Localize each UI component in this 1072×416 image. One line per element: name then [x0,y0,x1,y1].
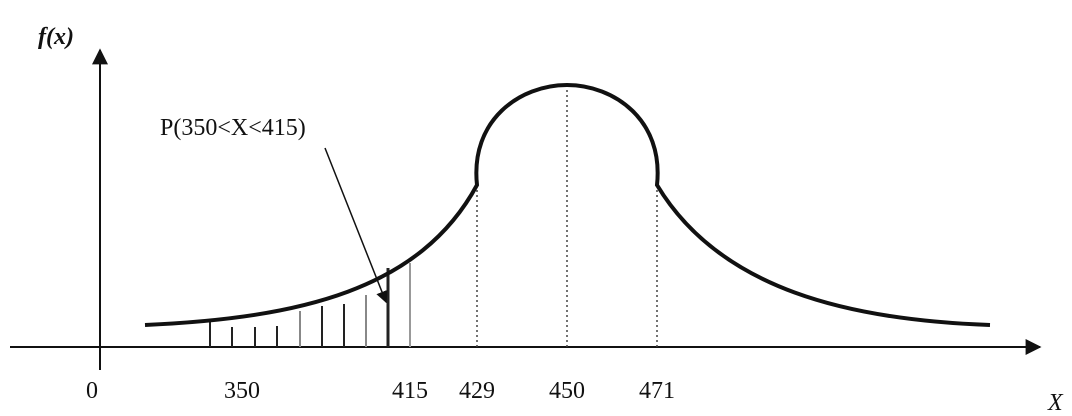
tick-label: 415 [392,378,428,404]
hatch [209,263,411,347]
annotation-arrow [324,147,388,304]
x-label: X [1047,390,1064,416]
guide-lines [476,85,658,347]
tick-label: 429 [459,378,495,404]
y-label: f(x) [38,24,74,50]
tick-label: 450 [549,378,585,404]
tick-label: 471 [639,378,675,404]
annotation: P(350<X<415) [160,115,306,141]
curve [144,82,991,327]
origin-label: 0 [86,378,98,404]
tick-label: 350 [224,378,260,404]
